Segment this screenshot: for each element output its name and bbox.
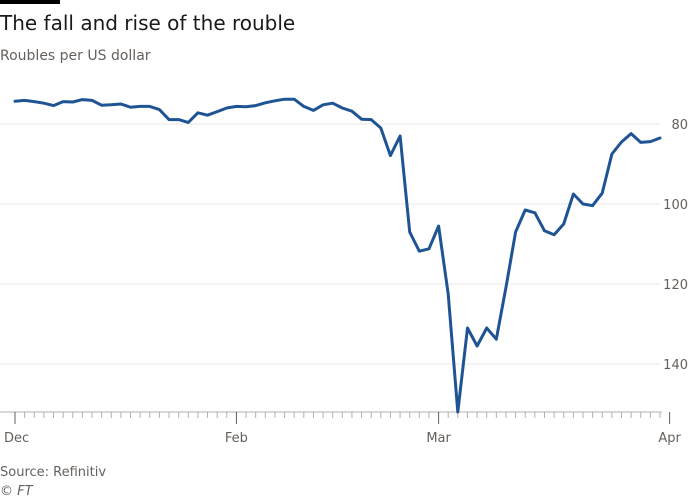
series-line-usd-rub xyxy=(13,97,662,414)
y-tick-label-120: 120 xyxy=(663,278,688,293)
x-tick-label-feb: Feb xyxy=(225,431,248,446)
x-tick-label-apr: Apr xyxy=(658,431,681,446)
y-tick-label-140: 140 xyxy=(663,358,688,373)
y-axis-labels: 80 100 120 140 xyxy=(663,118,688,373)
line-chart: 80 100 120 140 Dec Feb Mar Apr xyxy=(0,97,688,446)
x-tick-label-mar: Mar xyxy=(426,431,451,446)
x-tick-label-dec: Dec xyxy=(4,431,29,446)
credit-note: © FT xyxy=(0,484,33,499)
x-axis xyxy=(0,411,662,418)
chart-title: The fall and rise of the rouble xyxy=(0,11,296,35)
source-note: Source: Refinitiv xyxy=(0,465,107,480)
y-tick-label-80: 80 xyxy=(671,118,688,133)
gridlines xyxy=(0,123,660,365)
x-axis-labels: Dec Feb Mar Apr xyxy=(4,412,682,446)
y-tick-label-100: 100 xyxy=(663,198,688,213)
brand-bar xyxy=(0,0,60,4)
chart-subtitle: Roubles per US dollar xyxy=(0,48,151,64)
